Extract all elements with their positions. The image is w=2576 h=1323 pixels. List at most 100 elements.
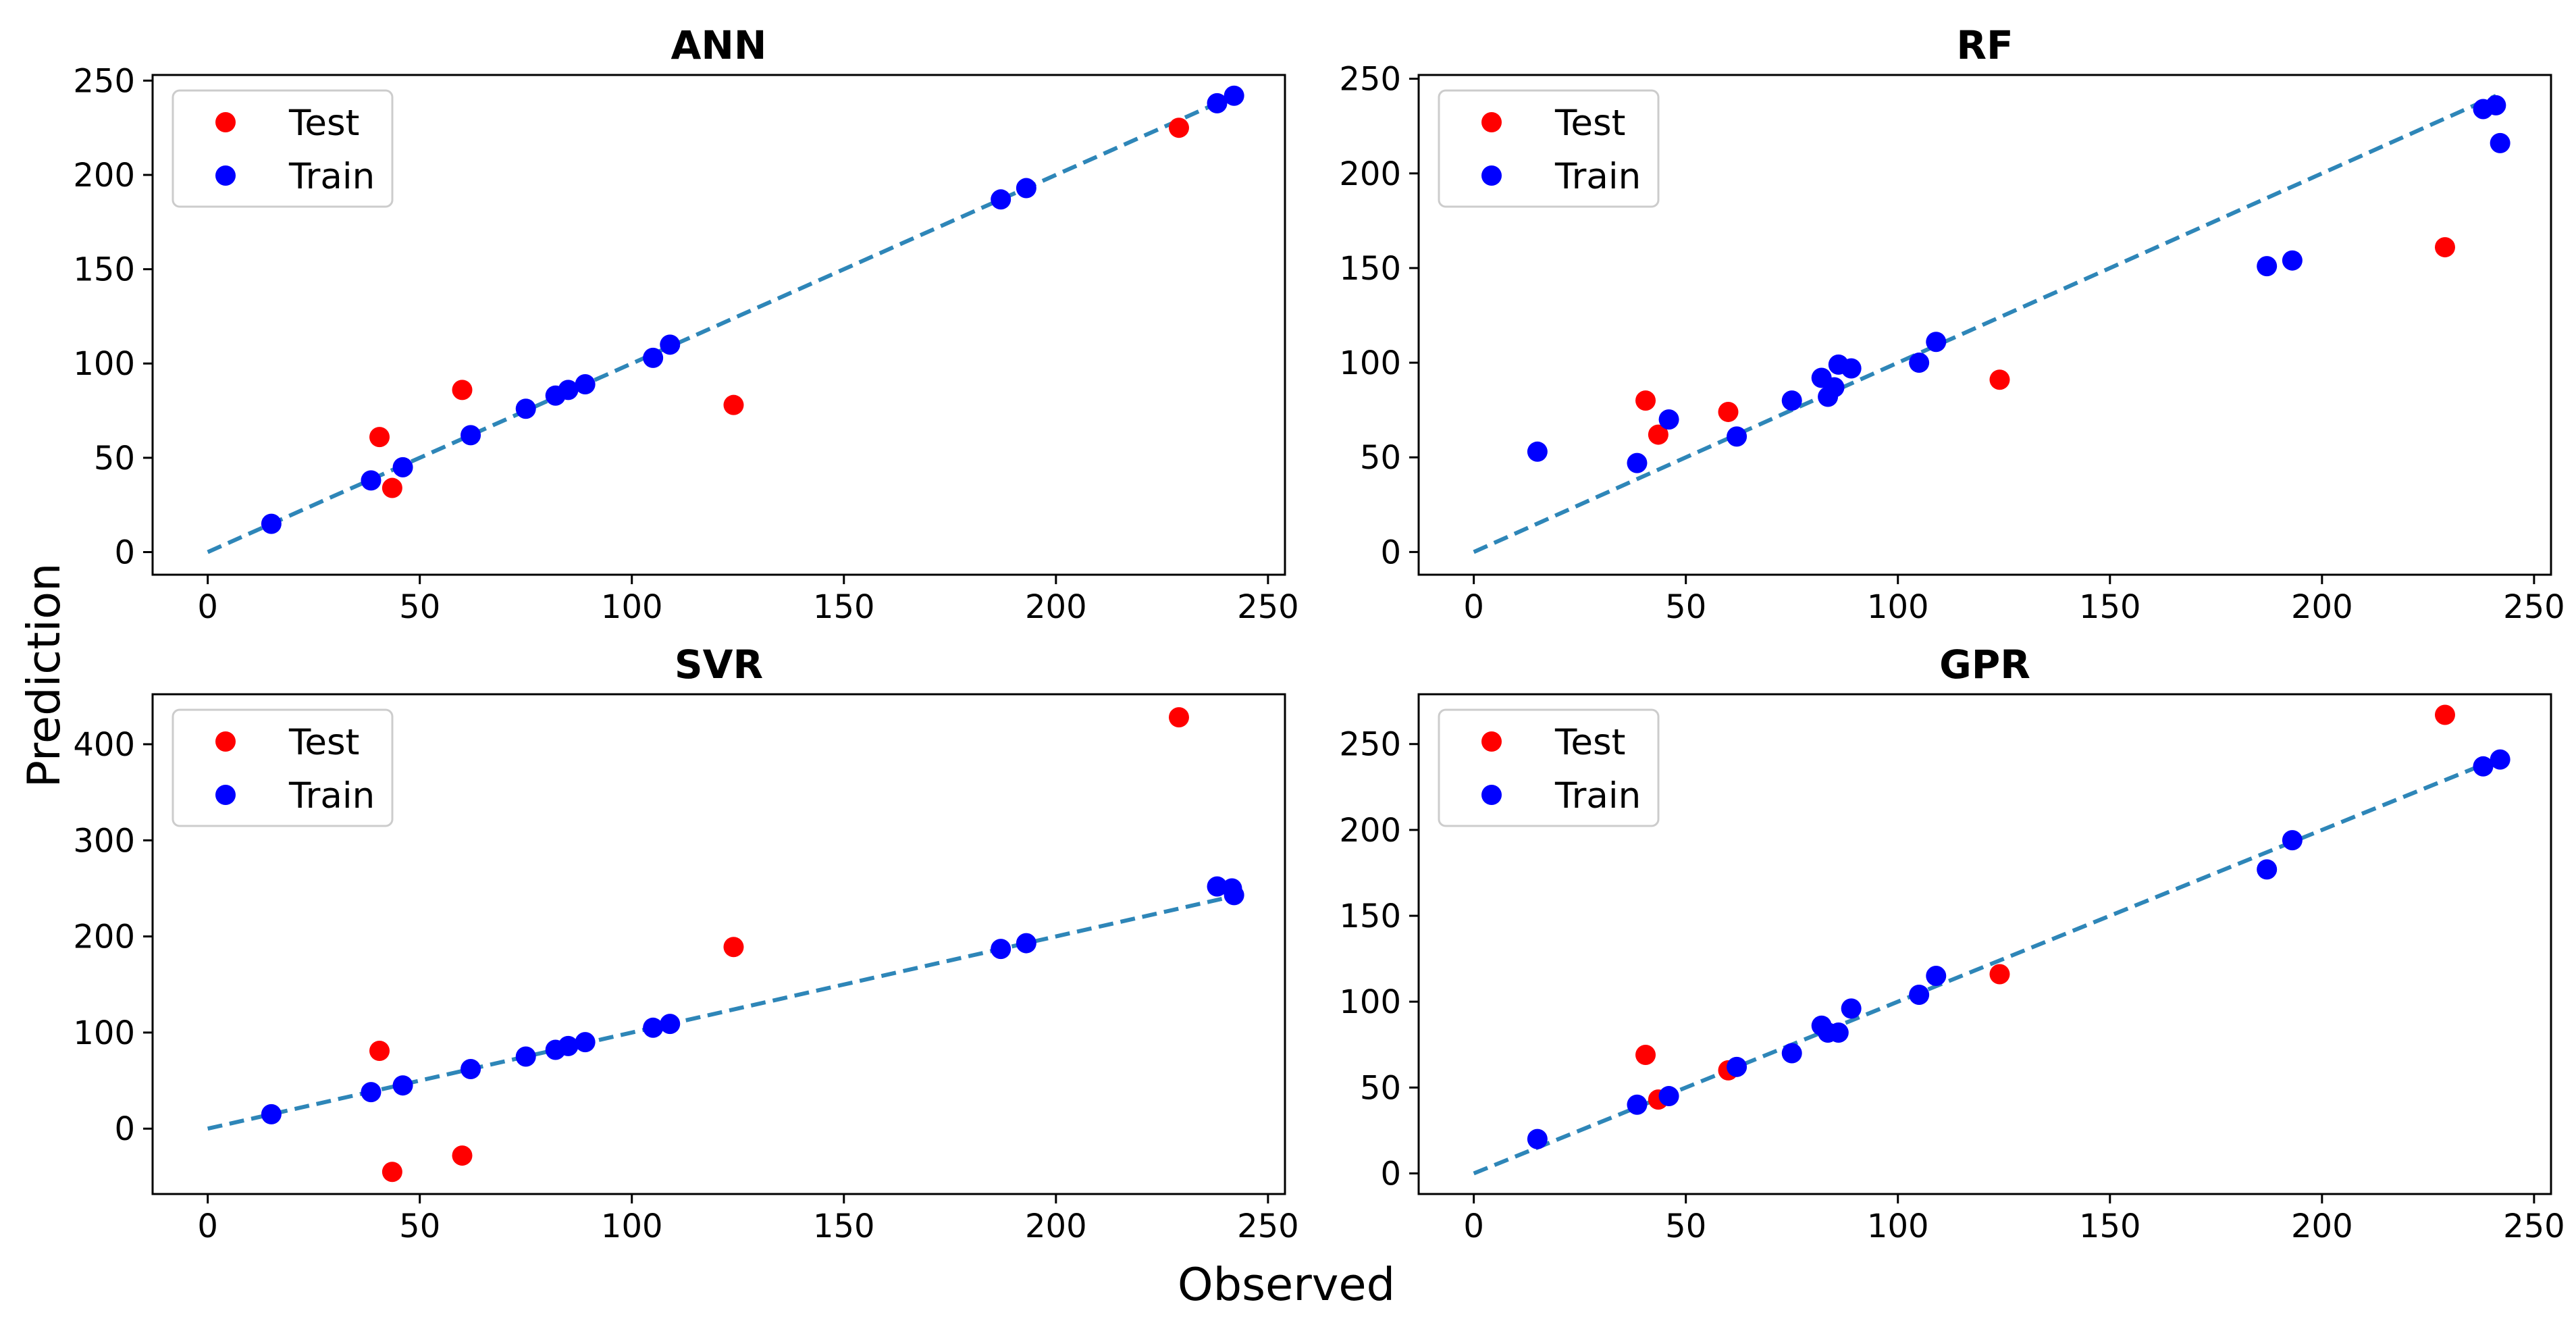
- svr-train-point: [1016, 933, 1036, 954]
- svr-panel: SVR 0 50 100 150 200 250 0 100 200 300 400 Test Train: [73, 642, 1298, 1245]
- rf-train-point: [1841, 358, 1862, 379]
- figure-x-label: Observed: [1178, 1258, 1395, 1311]
- svr-y-tick-label: 200: [73, 918, 135, 956]
- gpr-x-tick-label: 100: [1867, 1208, 1929, 1245]
- gpr-x-tick-label: 150: [2079, 1208, 2141, 1245]
- ann-x-tick-label: 200: [1025, 588, 1087, 626]
- ann-legend-train-marker: [215, 165, 236, 186]
- svr-train-point: [1224, 885, 1244, 906]
- gpr-train-point: [1627, 1094, 1648, 1115]
- gpr-legend: Test Train: [1438, 708, 1660, 827]
- gpr-test-point: [1635, 1045, 1656, 1066]
- rf-train-series: [1527, 95, 2511, 473]
- rf-legend-train-label: Train: [1554, 156, 1641, 197]
- svr-train-point: [515, 1046, 536, 1067]
- svr-x-tick-label: 0: [197, 1208, 218, 1245]
- rf-reference-line: [1473, 94, 2497, 554]
- ann-train-point: [361, 470, 382, 491]
- rf-y-tick-label: 150: [1339, 250, 1401, 288]
- ann-train-point: [558, 380, 579, 400]
- rf-test-point: [2434, 237, 2455, 258]
- rf-train-point: [1824, 377, 1845, 398]
- svr-train-point: [991, 939, 1011, 960]
- figure-y-label: Prediction: [18, 563, 70, 788]
- ann-train-point: [1207, 93, 1228, 113]
- ann-x-tick-label: 150: [813, 588, 875, 626]
- svr-y-tick-label: 100: [73, 1014, 135, 1052]
- svr-axes-frame: [151, 693, 1286, 1195]
- rf-x-tick-label: 200: [2291, 588, 2353, 626]
- gpr-legend-train-label: Train: [1554, 775, 1641, 816]
- ann-legend-test-label: Test: [288, 103, 359, 144]
- rf-x-tick-label: 250: [2503, 588, 2565, 626]
- gpr-y-tick-label: 200: [1339, 812, 1401, 850]
- gpr-title: GPR: [1939, 642, 2030, 688]
- rf-train-point: [1926, 332, 1947, 353]
- ann-axes-frame: [151, 74, 1286, 576]
- gpr-legend-test-marker: [1481, 731, 1502, 752]
- svr-test-point: [1168, 707, 1189, 728]
- ann-train-point: [392, 457, 413, 477]
- gpr-train-point: [1781, 1043, 1802, 1064]
- svr-x-tick-label: 50: [399, 1208, 440, 1245]
- gpr-y-tick-label: 100: [1339, 983, 1401, 1021]
- rf-test-point: [1635, 390, 1656, 411]
- ann-train-point: [643, 347, 664, 368]
- ann-legend: Test Train: [172, 89, 394, 208]
- rf-axes-frame: [1417, 74, 2552, 576]
- ann-train-point: [1224, 85, 1244, 106]
- rf-train-point: [2282, 250, 2303, 271]
- panels: ANN 0 50 100 150 200 250 0 50 100 150 200 250 Test Tra…: [73, 22, 2565, 1245]
- gpr-y-tick-label: 150: [1339, 898, 1401, 935]
- ann-train-point: [575, 373, 596, 394]
- svr-y-tick-label: 300: [73, 822, 135, 860]
- svr-test-point: [369, 1040, 390, 1061]
- svr-legend-test-marker: [215, 731, 236, 752]
- svr-train-series: [261, 876, 1244, 1124]
- gpr-x-tick-label: 250: [2503, 1208, 2565, 1245]
- rf-test-point: [1989, 369, 2010, 390]
- ann-train-point: [261, 513, 282, 534]
- ann-train-series: [261, 85, 1244, 534]
- rf-title: RF: [1956, 22, 2013, 68]
- gpr-axes-frame: [1417, 693, 2552, 1195]
- svr-train-point: [392, 1075, 413, 1096]
- gpr-test-point: [2434, 704, 2455, 725]
- rf-y-tick-label: 200: [1339, 155, 1401, 193]
- ann-x-tick-label: 250: [1237, 588, 1299, 626]
- gpr-x-tick-label: 50: [1665, 1208, 1706, 1245]
- gpr-train-point: [1527, 1129, 1548, 1149]
- gpr-legend-test-label: Test: [1554, 722, 1625, 763]
- rf-train-point: [1627, 452, 1648, 473]
- rf-legend-test-marker: [1481, 112, 1502, 132]
- rf-y-tick-label: 100: [1339, 344, 1401, 382]
- svr-legend-train-marker: [215, 785, 236, 805]
- ann-y-tick-label: 50: [94, 440, 135, 477]
- ann-y-tick-label: 250: [73, 62, 135, 100]
- rf-legend-train-marker: [1481, 165, 1502, 186]
- ann-x-tick-label: 0: [197, 588, 218, 626]
- svr-title: SVR: [675, 642, 763, 688]
- svr-train-point: [643, 1017, 664, 1038]
- svr-x-tick-label: 200: [1025, 1208, 1087, 1245]
- rf-y-tick-label: 250: [1339, 61, 1401, 99]
- rf-x-tick-label: 150: [2079, 588, 2141, 626]
- ann-x-tick-label: 50: [399, 588, 440, 626]
- gpr-panel: GPR 0 50 100 150 200 250 0 50 100 150 200 250 Test Tra…: [1339, 642, 2565, 1245]
- gpr-train-point: [1658, 1086, 1679, 1107]
- ann-legend-train-label: Train: [288, 156, 375, 197]
- svr-train-point: [558, 1035, 579, 1056]
- rf-test-series: [1635, 237, 2455, 445]
- svr-train-point: [361, 1082, 382, 1103]
- rf-panel: RF 0 50 100 150 200 250 0 50 100 150 200 250 Test Trai…: [1339, 22, 2565, 626]
- gpr-train-point: [1926, 966, 1947, 987]
- svr-x-tick-label: 150: [813, 1208, 875, 1245]
- ann-test-point: [723, 394, 744, 415]
- svr-legend: Test Train: [172, 708, 394, 827]
- rf-test-point: [1648, 424, 1668, 445]
- svr-x-tick-label: 100: [601, 1208, 663, 1245]
- ann-test-point: [452, 380, 473, 400]
- rf-test-point: [1718, 401, 1739, 422]
- gpr-test-point: [1989, 964, 2010, 985]
